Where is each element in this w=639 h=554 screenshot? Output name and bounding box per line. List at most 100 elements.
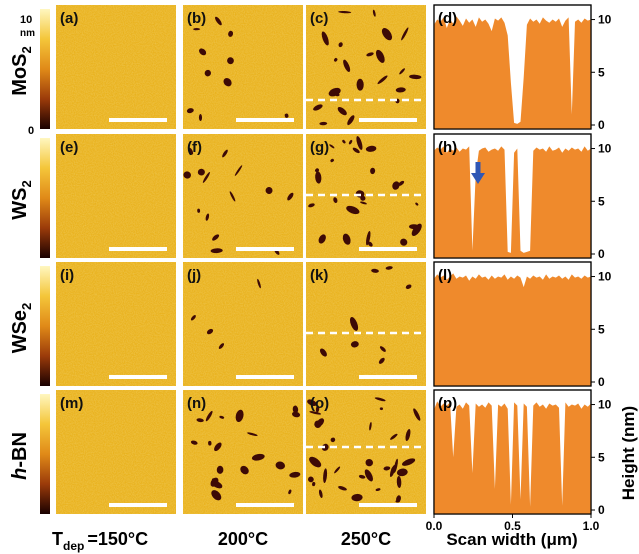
- y-tick-label: 10: [598, 13, 612, 27]
- afm-hole: [315, 171, 322, 184]
- scale-bar: [236, 247, 294, 251]
- scale-bar: [359, 375, 417, 379]
- afm-hole: [186, 108, 194, 114]
- afm-hole: [309, 456, 322, 468]
- afm-hole: [210, 477, 219, 487]
- panel-label: (k): [310, 267, 328, 284]
- afm-hole: [210, 248, 223, 254]
- x-tick-label: 1.0: [583, 519, 600, 533]
- afm-panel: [183, 390, 303, 514]
- afm-panel: [183, 5, 303, 129]
- afm-panel: [183, 134, 303, 258]
- panel-label: (o): [310, 395, 329, 412]
- afm-hole: [275, 461, 286, 470]
- afm-hole: [371, 268, 379, 273]
- afm-hole: [197, 208, 201, 213]
- scale-bar: [109, 503, 167, 507]
- afm-hole: [338, 11, 352, 14]
- afm-hole: [284, 113, 289, 118]
- x-tick-label: 0.0: [426, 519, 443, 533]
- y-tick-label: 10: [598, 142, 612, 156]
- afm-hole: [405, 429, 411, 442]
- x-axis-label: Scan width (μm): [446, 530, 577, 549]
- afm-hole: [216, 465, 224, 474]
- afm-hole: [396, 475, 402, 488]
- afm-hole: [321, 31, 329, 46]
- afm-hole: [347, 115, 355, 126]
- afm-panel: [56, 134, 176, 258]
- afm-hole: [240, 465, 249, 475]
- afm-hole: [365, 145, 377, 152]
- afm-hole: [323, 468, 328, 484]
- panel-label: (f): [187, 139, 202, 156]
- scale-bar: [109, 375, 167, 379]
- afm-hole: [392, 181, 400, 190]
- afm-hole: [352, 147, 360, 154]
- afm-hole: [349, 317, 359, 331]
- y-tick-label: 0: [598, 118, 605, 132]
- afm-hole: [228, 30, 234, 37]
- y-tick-label: 10: [598, 270, 612, 284]
- afm-hole: [234, 165, 243, 176]
- afm-panel: [306, 134, 426, 258]
- scale-bar: [236, 375, 294, 379]
- scale-bar: [109, 118, 167, 122]
- afm-hole: [289, 471, 301, 478]
- y-tick-label: 5: [598, 65, 605, 79]
- y-tick-label: 0: [598, 247, 605, 261]
- afm-hole: [374, 397, 386, 402]
- afm-hole: [338, 42, 343, 48]
- afm-hole: [379, 407, 383, 411]
- panel-label: (m): [60, 395, 83, 412]
- afm-hole: [183, 171, 191, 179]
- afm-hole: [257, 278, 261, 289]
- afm-hole: [395, 87, 406, 93]
- scale-bar: [359, 503, 417, 507]
- scale-bar: [236, 503, 294, 507]
- afm-hole: [214, 442, 222, 452]
- arrow-head-icon: [471, 173, 485, 184]
- height-profile-area: [434, 16, 591, 129]
- panel-label: (c): [310, 10, 328, 27]
- afm-hole: [251, 453, 265, 461]
- afm-hole: [369, 422, 372, 431]
- afm-hole: [247, 432, 258, 436]
- afm-hole: [335, 93, 340, 97]
- panel-label: (n): [187, 395, 206, 412]
- scale-bar: [109, 247, 167, 251]
- afm-hole: [229, 191, 236, 202]
- panel-label: (g): [310, 139, 329, 156]
- afm-hole: [356, 136, 363, 150]
- panel-label: (a): [60, 10, 78, 27]
- scale-bar: [359, 247, 417, 251]
- afm-hole: [197, 168, 205, 176]
- x-tick-label: 0.5: [504, 519, 521, 533]
- afm-hole: [315, 168, 319, 173]
- afm-hole: [379, 346, 386, 352]
- afm-hole: [375, 488, 381, 491]
- afm-hole: [288, 489, 292, 495]
- afm-hole: [218, 343, 225, 349]
- afm-hole: [227, 57, 234, 65]
- afm-hole: [319, 348, 327, 357]
- afm-hole: [312, 481, 316, 487]
- afm-hole: [358, 474, 366, 479]
- afm-hole: [402, 458, 416, 466]
- afm-hole: [307, 399, 317, 407]
- material-label: WSe2: [9, 303, 34, 354]
- afm-hole: [405, 284, 412, 289]
- afm-hole: [190, 315, 196, 321]
- y-axis-label: Height (nm): [619, 406, 638, 500]
- panel-label: (e): [60, 139, 78, 156]
- colorbar: [40, 9, 50, 129]
- afm-hole: [318, 234, 326, 244]
- afm-hole: [415, 202, 419, 206]
- afm-hole: [356, 78, 364, 91]
- height-profile-area: [434, 401, 591, 514]
- afm-hole: [199, 48, 207, 56]
- colorbar: [40, 394, 50, 514]
- afm-panel: [306, 390, 426, 514]
- afm-hole: [399, 68, 405, 75]
- afm-hole: [375, 49, 385, 63]
- afm-hole: [315, 405, 320, 413]
